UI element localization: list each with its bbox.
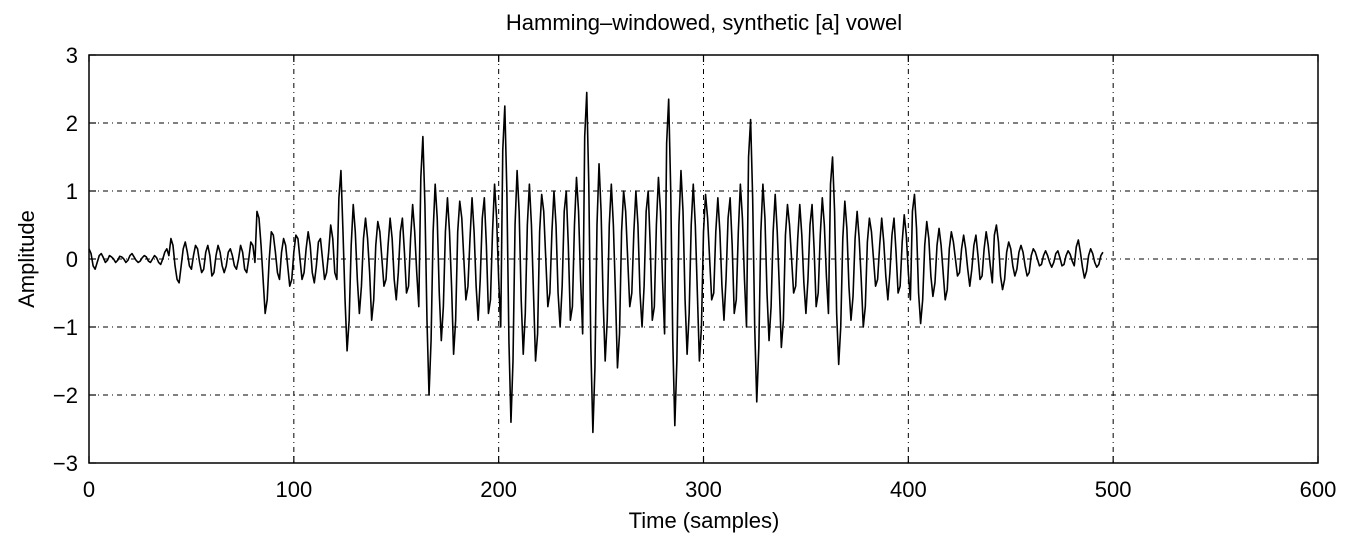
grid — [89, 55, 1318, 463]
y-tick-label: −1 — [53, 315, 78, 340]
y-tick-label: 3 — [66, 43, 78, 68]
y-tick-label: 1 — [66, 179, 78, 204]
x-tick-label: 100 — [275, 477, 312, 502]
y-tick-label: −3 — [53, 451, 78, 476]
y-tick-label: −2 — [53, 383, 78, 408]
series-line — [88, 91, 1104, 434]
x-tick-label: 300 — [685, 477, 722, 502]
x-tick-label: 500 — [1095, 477, 1132, 502]
y-tick-label: 0 — [66, 247, 78, 272]
x-tick-label: 400 — [890, 477, 927, 502]
x-tick-label: 600 — [1300, 477, 1337, 502]
y-axis-ticks: −3 −2 −1 0 1 2 3 — [53, 43, 1318, 476]
x-axis-label: Time (samples) — [629, 508, 780, 533]
y-axis-label: Amplitude — [14, 210, 39, 308]
chart-title: Hamming–windowed, synthetic [a] vowel — [506, 10, 902, 35]
x-tick-label: 0 — [83, 477, 95, 502]
x-tick-label: 200 — [480, 477, 517, 502]
x-axis-ticks: 0 100 200 300 400 500 600 — [83, 55, 1336, 502]
y-tick-label: 2 — [66, 111, 78, 136]
plot-frame — [88, 54, 1319, 464]
